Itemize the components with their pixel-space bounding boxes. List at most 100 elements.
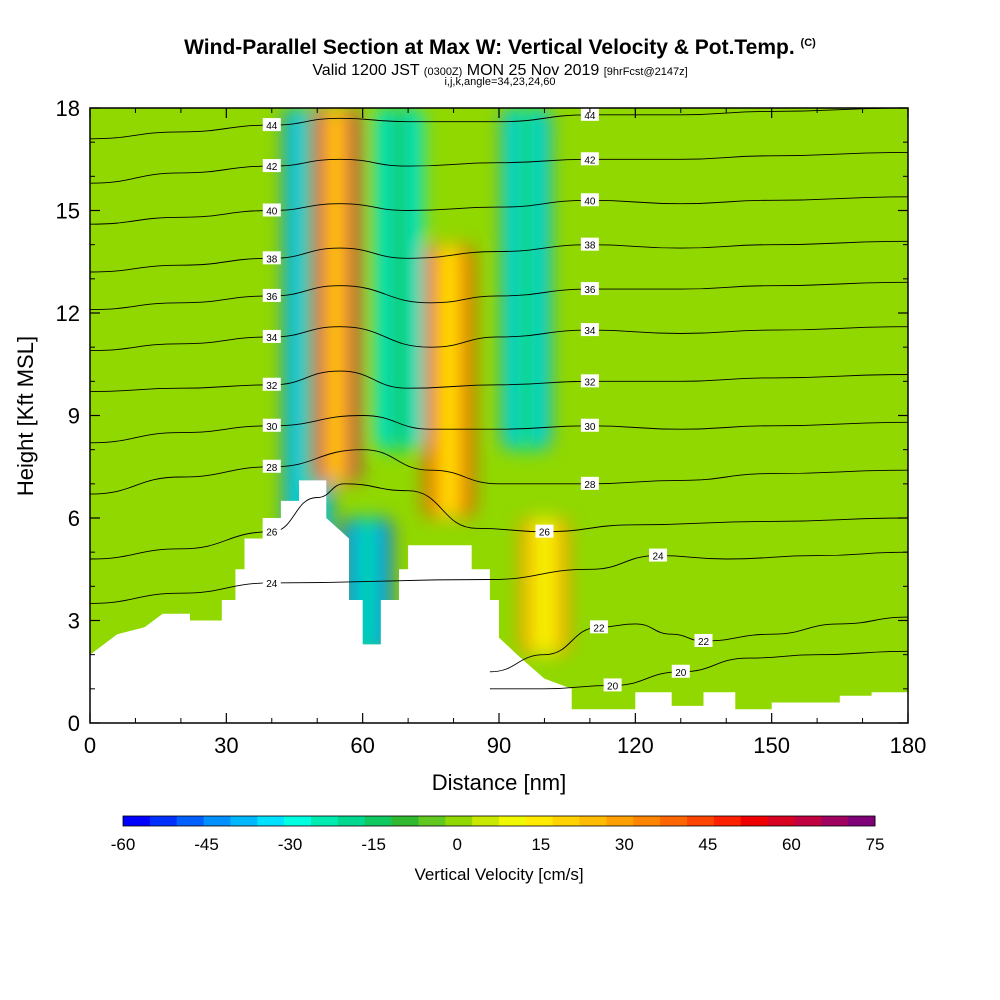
chart-title-mark: (C) [800, 37, 816, 49]
theta-label-20-0: 20 [607, 681, 619, 692]
theta-label-22-1: 22 [698, 637, 710, 648]
theta-label-34-1: 34 [584, 326, 596, 337]
theta-label-bg-42-1 [580, 152, 599, 166]
theta-contour-26 [90, 483, 908, 560]
colorbar-segment-5 [257, 816, 285, 826]
x-tick-label-60: 60 [350, 733, 374, 758]
theta-label-28-0: 28 [266, 463, 278, 474]
terrain-mask [90, 480, 908, 723]
colorbar-segment-12 [445, 816, 473, 826]
colorbar-segment-18 [606, 816, 634, 826]
theta-label-22-0: 22 [593, 623, 605, 634]
colorbar-segment-14 [499, 816, 527, 826]
chart-subtitle-grid-info: i,j,k,angle=34,23,24,60 [444, 76, 556, 88]
theta-label-40-0: 40 [266, 207, 278, 218]
theta-label-32-1: 32 [584, 377, 596, 388]
colorbar-segment-26 [821, 816, 849, 826]
theta-label-bg-36-1 [580, 282, 599, 296]
theta-label-28-1: 28 [584, 480, 596, 491]
theta-label-bg-26-0 [262, 524, 281, 538]
colorbar-segment-24 [767, 816, 795, 826]
theta-label-bg-36-0 [262, 288, 281, 302]
x-tick-label-120: 120 [617, 733, 654, 758]
theta-label-26-1: 26 [539, 528, 551, 539]
x-tick-label-90: 90 [487, 733, 511, 758]
x-tick-label-30: 30 [214, 733, 238, 758]
colorbar-segment-2 [176, 816, 205, 826]
theta-label-bg-30-1 [580, 418, 599, 432]
theta-label-bg-28-0 [262, 459, 281, 473]
theta-label-bg-22-1 [694, 634, 713, 647]
colorbar-tick-60: 60 [782, 835, 801, 854]
colorbar-label: Vertical Velocity [cm/s] [414, 865, 583, 884]
theta-label-bg-32-1 [580, 374, 599, 388]
theta-label-44-1: 44 [584, 111, 596, 122]
colorbar-segment-15 [525, 816, 554, 826]
x-axis-label: Distance [nm] [432, 770, 567, 795]
theta-label-bg-40-0 [262, 203, 281, 217]
colorbar-segment-16 [552, 816, 581, 826]
theta-label-bg-22-0 [589, 620, 608, 634]
theta-contour-34 [90, 326, 908, 352]
chart-subtitle: Valid 1200 JST (0300Z) MON 25 Nov 2019 [… [0, 62, 1000, 81]
w-feature-downdraft-2-band-2 [358, 518, 377, 655]
theta-label-42-0: 42 [266, 162, 278, 173]
chart-title: Wind-Parallel Section at Max W: Vertical… [0, 36, 1000, 60]
theta-label-32-0: 32 [266, 381, 278, 392]
y-tick-label-12: 12 [56, 301, 80, 326]
colorbar-segment-7 [311, 816, 339, 826]
theta-label-bg-30-0 [262, 418, 281, 432]
x-tick-label-180: 180 [890, 733, 927, 758]
subtitle-utc: (0300Z) [423, 66, 463, 78]
theta-label-bg-38-0 [262, 251, 281, 265]
theta-label-38-0: 38 [266, 254, 278, 265]
theta-label-20-1: 20 [675, 668, 687, 679]
theta-label-36-0: 36 [266, 292, 278, 303]
colorbar-segment-0 [123, 816, 151, 826]
colorbar-segment-25 [794, 816, 822, 826]
colorbar-segment-4 [230, 816, 258, 826]
theta-label-24-0: 24 [266, 579, 278, 590]
theta-contour-38 [90, 240, 908, 273]
theta-label-34-0: 34 [266, 333, 278, 344]
colorbar-segment-17 [579, 816, 607, 826]
theta-label-bg-26-1 [535, 524, 554, 538]
colorbar-segment-11 [418, 816, 446, 826]
x-tick-label-0: 0 [84, 733, 96, 758]
y-tick-label-0: 0 [68, 711, 80, 736]
y-tick-label-15: 15 [56, 199, 80, 224]
theta-label-bg-40-1 [580, 193, 599, 207]
axes: 0 30 60 90 120 150 180 0 36 9 12 15 18 [56, 96, 927, 758]
colorbar-segment-3 [203, 816, 231, 826]
theta-label-36-1: 36 [584, 285, 596, 296]
colorbar-tick--60: -60 [111, 835, 136, 854]
w-feature-updraft-6-band-2 [535, 518, 554, 655]
w-feature-updraft-1-band-2 [326, 108, 345, 484]
y-tick-label-9: 9 [68, 404, 80, 429]
theta-label-30-1: 30 [584, 422, 596, 433]
x-tick-label-150: 150 [753, 733, 790, 758]
colorbar-tick--30: -30 [278, 835, 303, 854]
colorbar-segment-20 [660, 816, 688, 826]
colorbar-border [122, 815, 876, 827]
y-tick-label-18: 18 [56, 96, 80, 121]
colorbar-segment-13 [472, 816, 500, 826]
theta-label-bg-44-1 [580, 108, 599, 121]
colorbar-segment-10 [391, 816, 419, 826]
theta-label-42-1: 42 [584, 155, 596, 166]
colorbar-segment-19 [633, 816, 661, 826]
colorbar-segment-6 [284, 816, 312, 826]
theta-contour-44 [90, 108, 908, 140]
theta-label-bg-34-1 [580, 323, 599, 337]
subtitle-date: MON 25 Nov 2019 [466, 62, 600, 79]
theta-label-bg-44-0 [262, 118, 281, 132]
theta-contour-42 [90, 151, 908, 184]
theta-contour-28 [90, 449, 908, 495]
theta-label-bg-28-1 [580, 476, 599, 490]
colorbar-tick-15: 15 [531, 835, 550, 854]
theta-label-40-1: 40 [584, 196, 596, 207]
colorbar-tick-30: 30 [615, 835, 634, 854]
colorbar-tick--45: -45 [194, 835, 219, 854]
y-tick-label-6: 6 [68, 506, 80, 531]
